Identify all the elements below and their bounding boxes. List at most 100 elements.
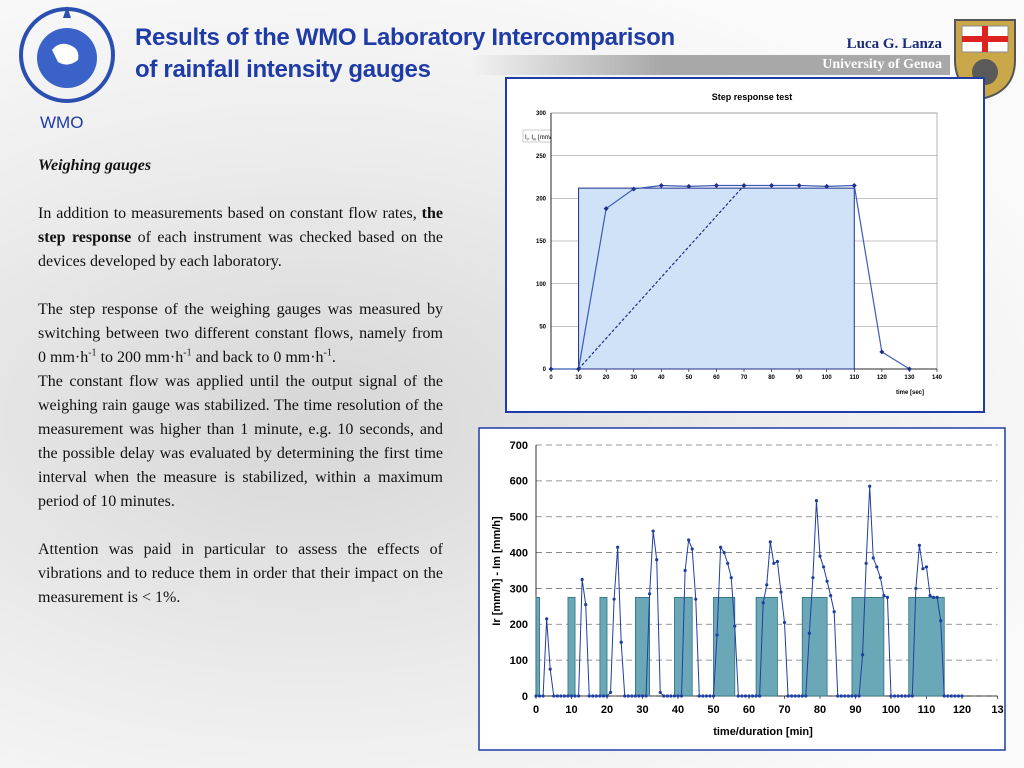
marker xyxy=(608,690,613,695)
bar xyxy=(801,596,828,697)
marker xyxy=(566,694,570,698)
marker xyxy=(694,597,698,601)
marker xyxy=(772,561,776,565)
chart-title: Step response test xyxy=(712,92,793,102)
x-tick-label: 40 xyxy=(672,704,684,716)
marker xyxy=(853,694,858,698)
marker xyxy=(836,694,840,698)
y-tick-label: 0 xyxy=(543,367,547,373)
marker xyxy=(715,633,719,637)
affiliation: University of Genoa xyxy=(822,57,942,72)
marker xyxy=(903,694,907,698)
marker xyxy=(861,653,865,657)
y-tick-label: 0 xyxy=(522,691,528,703)
marker xyxy=(601,694,606,698)
marker xyxy=(569,694,574,698)
marker xyxy=(758,694,762,698)
marker xyxy=(857,694,861,698)
marker xyxy=(910,694,914,698)
marker xyxy=(850,694,854,698)
slide-title: Results of the WMO Laboratory Intercompa… xyxy=(135,22,675,86)
marker xyxy=(726,561,730,565)
marker xyxy=(545,617,549,621)
marker xyxy=(804,694,808,698)
superscript: -1 xyxy=(183,347,192,359)
marker xyxy=(741,183,747,189)
marker xyxy=(690,547,694,551)
marker xyxy=(825,579,829,583)
marker xyxy=(598,694,602,698)
marker xyxy=(686,183,692,189)
marker xyxy=(651,529,655,533)
x-tick-label: 120 xyxy=(877,375,888,381)
marker xyxy=(811,576,815,580)
marker xyxy=(631,186,637,192)
marker xyxy=(548,667,552,671)
marker xyxy=(665,694,669,698)
x-tick-label: 100 xyxy=(882,704,900,716)
marker xyxy=(932,595,936,599)
marker xyxy=(949,694,953,698)
text: of each instrument was checked based on … xyxy=(38,229,443,270)
marker xyxy=(939,619,943,623)
marker xyxy=(719,545,723,549)
x-tick-label: 80 xyxy=(768,375,775,381)
marker xyxy=(577,694,581,698)
x-tick-label: 110 xyxy=(918,704,936,716)
marker xyxy=(743,694,748,698)
marker xyxy=(882,594,886,598)
marker xyxy=(603,206,609,212)
body-text: Weighing gauges In addition to measureme… xyxy=(38,154,443,610)
superscript: -1 xyxy=(323,347,332,359)
org-label: WMO xyxy=(40,113,84,132)
marker xyxy=(584,602,588,607)
marker xyxy=(548,366,554,372)
marker xyxy=(701,694,705,698)
paragraph: The constant flow was applied until the … xyxy=(38,370,443,514)
author: Luca G. Lanza xyxy=(846,36,942,52)
marker xyxy=(800,694,804,698)
marker xyxy=(637,694,641,698)
x-tick-label: 90 xyxy=(849,704,861,716)
marker xyxy=(879,349,885,355)
text: Attention was paid in particular to asse… xyxy=(38,541,443,606)
marker xyxy=(892,694,897,698)
marker xyxy=(619,640,623,644)
marker xyxy=(534,694,538,698)
y-tick-label: 150 xyxy=(536,239,547,245)
marker xyxy=(878,576,882,580)
marker xyxy=(644,694,648,698)
marker xyxy=(616,545,620,549)
marker xyxy=(740,694,744,698)
x-tick-label: 0 xyxy=(549,375,553,381)
marker xyxy=(906,366,912,372)
marker xyxy=(683,568,687,573)
x-tick-label: 10 xyxy=(565,704,577,716)
marker xyxy=(814,498,819,503)
x-tick-label: 60 xyxy=(743,704,755,716)
marker xyxy=(626,694,630,698)
x-tick-label: 20 xyxy=(601,704,613,716)
marker xyxy=(733,624,737,628)
marker xyxy=(669,694,673,698)
y-tick-label: 600 xyxy=(510,476,528,488)
marker xyxy=(662,694,666,698)
marker xyxy=(555,694,559,698)
y-axis-label: Ir [mm/h] - Im [mm/h] xyxy=(491,516,503,626)
marker xyxy=(750,694,755,698)
data-line xyxy=(551,184,910,370)
y-tick-label: 200 xyxy=(536,196,547,202)
y-tick-label: 300 xyxy=(510,583,528,595)
marker xyxy=(875,565,879,569)
y-tick-label: 100 xyxy=(510,655,528,667)
bar xyxy=(755,596,778,697)
label-part: , I xyxy=(528,135,533,141)
marker xyxy=(953,694,957,698)
marker xyxy=(697,694,701,698)
marker xyxy=(765,583,769,587)
marker xyxy=(769,183,775,189)
x-tick-label: 30 xyxy=(630,375,637,381)
marker xyxy=(843,694,847,698)
marker xyxy=(633,694,638,698)
